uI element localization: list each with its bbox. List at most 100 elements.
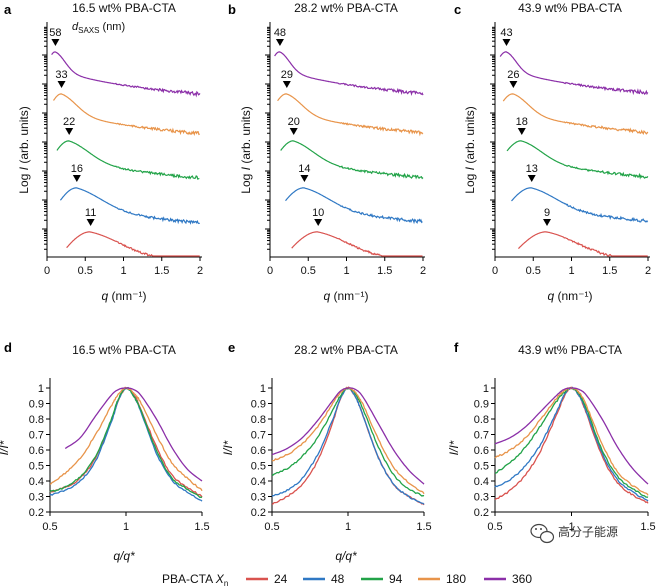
panel-c-ylabel: Log I (arb. units) [463,106,477,193]
y-tick-label: 0.8 [474,414,489,426]
saxs-curve-xn-48 [511,187,649,223]
peak-marker [517,128,526,135]
y-tick-label: 0.8 [29,414,44,426]
y-tick-label: 1 [483,383,489,395]
panel-f-plot: 0.2 0.3 0.4 0.5 0.6 0.7 0.8 0.9 1 0.5 1 1.5 [474,378,656,533]
panel-d-plot: 0.2 0.3 0.4 0.5 0.6 0.7 0.8 0.9 1 0.5 1 1.5 [29,378,210,533]
y-tick-label: 0.3 [251,492,266,504]
saxs-curve-xn-180 [277,93,424,137]
peak-marker [65,128,74,135]
peak-label: 11 [85,207,96,219]
panel-e-ylabel: I/I* [221,440,235,455]
x-tick-label: 2 [420,265,426,277]
peak-marker [57,81,66,88]
panel-e-title: 28.2 wt% PBA-CTA [294,343,398,357]
x-tick-label: 1.5 [154,265,169,277]
saxs-curve-xn-24 [291,231,423,257]
x-tick-label: 0.5 [264,521,279,533]
x-tick-label: 0.5 [526,265,541,277]
wechat-icon [530,523,555,544]
y-tick-label: 0.9 [251,399,266,411]
legend: PBA-CTA Xn 24 48 94 180 360 [162,572,532,588]
legend-label-360: 360 [512,572,532,586]
normalized-curve-xn-180 [49,386,203,492]
legend-label-48: 48 [331,572,345,586]
legend-label-24: 24 [274,572,288,586]
panel-d-title: 16.5 wt% PBA-CTA [72,343,176,357]
saxs-curve-xn-24 [517,231,648,257]
x-tick-label: 0 [267,265,273,277]
saxs-curve-xn-360 [274,51,424,96]
x-tick-label: 0.5 [487,521,502,533]
peak-marker [275,39,284,46]
peak-marker [527,175,536,182]
normalized-curve-xn-180 [494,386,649,496]
panel-b-plot: 0 0.5 1 1.5 2 48 29 20 14 10 [265,22,426,277]
saxs-curve-xn-48 [59,187,200,225]
panel-d-xlabel: q/q* [113,549,135,563]
panel-label-d: d [4,340,12,355]
panel-f-title: 43.9 wt% PBA-CTA [518,343,622,357]
y-tick-label: 0.5 [29,461,44,473]
x-tick-label: 1.5 [416,521,431,533]
peak-label: 26 [507,69,519,81]
x-tick-label: 0.5 [78,265,93,277]
saxs-curve-xn-180 [53,93,200,136]
panel-d-ylabel: I/I* [0,440,11,455]
y-tick-label: 0.8 [251,414,266,426]
panel-a-ylabel: Log I (arb. units) [17,106,31,193]
peak-label: 22 [63,116,75,128]
y-tick-label: 0.2 [29,507,44,519]
x-tick-label: 1 [123,521,129,533]
panel-e-plot: 0.2 0.3 0.4 0.5 0.6 0.7 0.8 0.9 1 0.5 1 1.5 [251,378,432,533]
peak-label: 18 [516,116,528,128]
y-tick-label: 0.6 [29,445,44,457]
panel-label-b: b [228,2,236,17]
x-tick-label: 1.5 [602,265,617,277]
y-tick-label: 0.3 [29,492,44,504]
saxs-curve-xn-24 [66,231,200,257]
panel-f-ylabel: I/I* [447,440,461,455]
y-tick-label: 1 [260,383,266,395]
y-tick-label: 0.7 [29,430,44,442]
normalized-curve-xn-94 [271,386,425,497]
panel-c-plot: 0 0.5 1 1.5 2 43 26 18 13 9 [490,22,651,277]
y-tick-label: 0.6 [474,445,489,457]
saxs-curve-xn-48 [285,187,423,225]
x-tick-label: 1 [120,265,126,277]
peak-label: 9 [544,207,550,219]
peak-label: 20 [288,116,300,128]
x-tick-label: 1 [345,521,351,533]
x-tick-label: 2 [645,265,651,277]
y-tick-label: 0.6 [251,445,266,457]
x-tick-label: 2 [197,265,203,277]
saxs-curve-xn-360 [51,51,201,98]
panel-e-xlabel: q/q* [335,549,357,563]
y-tick-label: 1 [38,383,44,395]
watermark-text: 高分子能源 [558,524,618,539]
x-tick-label: 0.5 [301,265,316,277]
normalized-curve-xn-180 [271,386,425,495]
peak-label: 48 [274,27,286,39]
panel-c-title: 43.9 wt% PBA-CTA [518,1,622,15]
x-tick-label: 1 [568,265,574,277]
saxs-curve-xn-360 [499,51,649,96]
panel-b-title: 28.2 wt% PBA-CTA [294,1,398,15]
peak-label: 29 [281,69,293,81]
panel-label-e: e [228,340,235,355]
y-tick-label: 0.9 [29,399,44,411]
peak-marker [86,219,95,226]
y-tick-label: 0.3 [474,492,489,504]
normalized-curve-xn-360 [494,387,649,485]
y-tick-label: 0.4 [251,476,266,488]
peak-label: 43 [500,27,512,39]
peak-label: 13 [526,163,538,175]
peak-marker [300,175,309,182]
legend-label-94: 94 [389,572,403,586]
peak-marker [543,219,552,226]
y-tick-label: 0.4 [474,476,489,488]
x-tick-label: 1 [343,265,349,277]
peak-label: 14 [298,163,310,175]
panel-b-ylabel: Log I (arb. units) [239,106,253,193]
panel-label-c: c [454,2,461,17]
